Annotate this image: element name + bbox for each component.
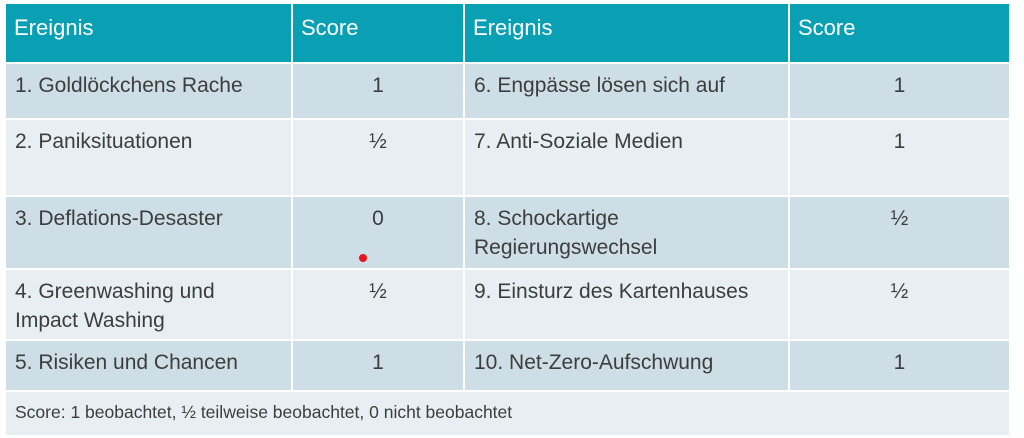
column-header-score-right: Score: [790, 4, 1009, 62]
column-header-score-left: Score: [293, 4, 463, 62]
score-cell: 1: [293, 341, 463, 390]
event-cell: 8. Schockartige Regierungswechsel: [465, 197, 788, 268]
event-cell: 7. Anti-Soziale Medien: [465, 120, 788, 195]
score-cell: 1: [293, 64, 463, 118]
red-dot-annotation: [359, 254, 367, 262]
score-cell: 1: [790, 120, 1009, 195]
column-header-ereignis-left: Ereignis: [6, 4, 291, 62]
score-cell: ½: [790, 270, 1009, 339]
event-cell: 6. Engpässe lösen sich auf: [465, 64, 788, 118]
event-cell: 9. Einsturz des Kartenhauses: [465, 270, 788, 339]
score-legend: Score: 1 beobachtet, ½ teilweise beobach…: [6, 392, 1009, 435]
event-cell: 5. Risiken und Chancen: [6, 341, 291, 390]
event-cell: 1. Goldlöckchens Rache: [6, 64, 291, 118]
column-header-ereignis-right: Ereignis: [465, 4, 788, 62]
score-cell: ½: [790, 197, 1009, 268]
event-cell: 4. Greenwashing und Impact Washing: [6, 270, 291, 339]
score-cell: 1: [790, 64, 1009, 118]
event-cell: 10. Net-Zero-Aufschwung: [465, 341, 788, 390]
score-cell: ½: [293, 120, 463, 195]
scenario-score-table: Ereignis Score Ereignis Score 1. Goldlöc…: [6, 4, 1009, 435]
score-cell: 0: [293, 197, 463, 268]
score-cell: 1: [790, 341, 1009, 390]
score-cell: ½: [293, 270, 463, 339]
event-cell: 2. Paniksituationen: [6, 120, 291, 195]
event-cell: 3. Deflations-Desaster: [6, 197, 291, 268]
